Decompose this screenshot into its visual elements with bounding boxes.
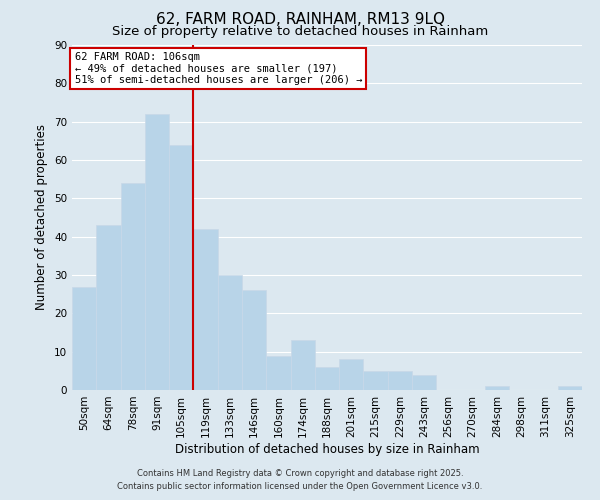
Bar	[388, 371, 412, 390]
X-axis label: Distribution of detached houses by size in Rainham: Distribution of detached houses by size …	[175, 442, 479, 456]
Bar	[218, 275, 242, 390]
Bar	[339, 360, 364, 390]
Bar	[290, 340, 315, 390]
Bar	[266, 356, 290, 390]
Bar	[193, 229, 218, 390]
Bar	[169, 144, 193, 390]
Bar	[485, 386, 509, 390]
Bar	[121, 183, 145, 390]
Bar	[315, 367, 339, 390]
Bar	[558, 386, 582, 390]
Bar	[412, 374, 436, 390]
Text: 62, FARM ROAD, RAINHAM, RM13 9LQ: 62, FARM ROAD, RAINHAM, RM13 9LQ	[155, 12, 445, 28]
Y-axis label: Number of detached properties: Number of detached properties	[35, 124, 49, 310]
Bar	[145, 114, 169, 390]
Text: Contains HM Land Registry data © Crown copyright and database right 2025.
Contai: Contains HM Land Registry data © Crown c…	[118, 470, 482, 491]
Bar	[96, 225, 121, 390]
Bar	[364, 371, 388, 390]
Bar	[72, 286, 96, 390]
Text: Size of property relative to detached houses in Rainham: Size of property relative to detached ho…	[112, 25, 488, 38]
Text: 62 FARM ROAD: 106sqm
← 49% of detached houses are smaller (197)
51% of semi-deta: 62 FARM ROAD: 106sqm ← 49% of detached h…	[74, 52, 362, 85]
Bar	[242, 290, 266, 390]
